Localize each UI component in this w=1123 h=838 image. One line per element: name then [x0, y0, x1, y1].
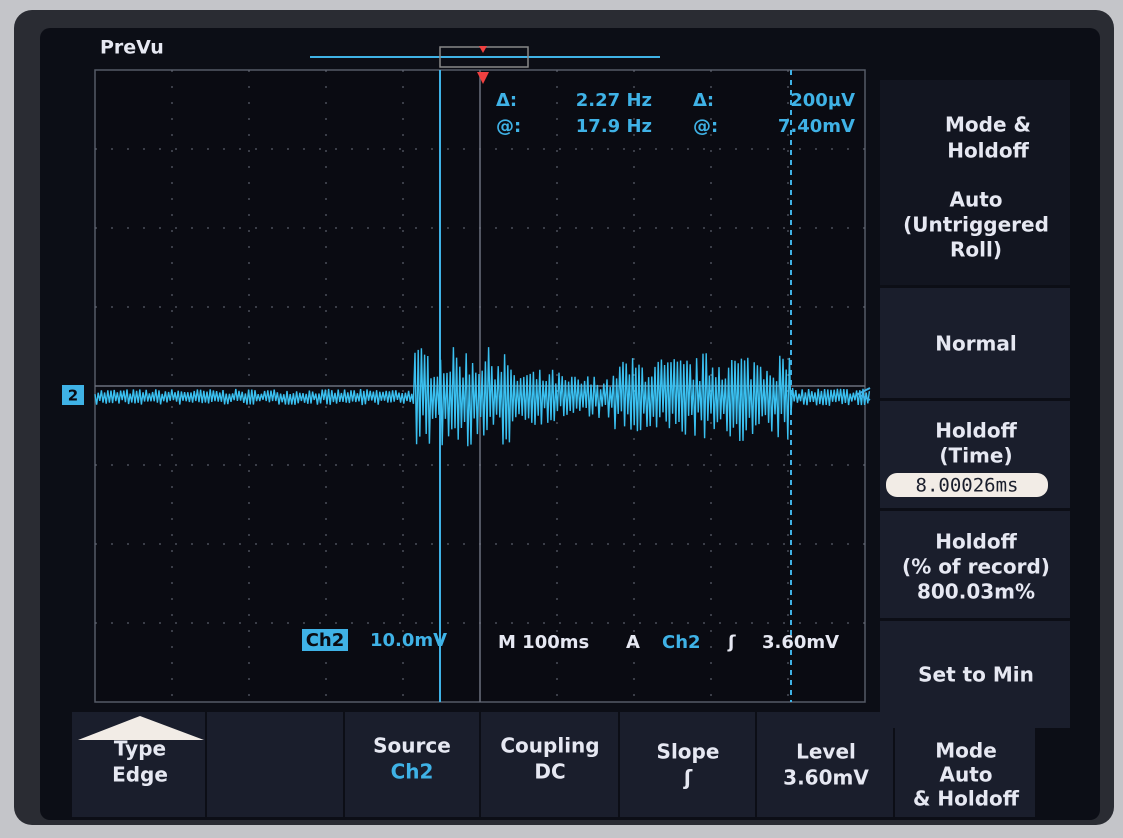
readout-value: 200µV [790, 90, 855, 111]
readout-label: @: [496, 116, 521, 137]
menu-box[interactable] [345, 712, 479, 817]
menu-value: 8.00026ms [916, 475, 1019, 497]
menu-label: Ch2 [391, 760, 434, 784]
value-box [886, 473, 1048, 497]
mode-label: PreVu [100, 37, 164, 59]
menu-label: DC [534, 760, 565, 784]
readout-value: 7.40mV [778, 116, 855, 137]
cursor-readout: Δ: 2.27 Hz @: 17.9 Hz Δ: 200µV @: 7.40mV [496, 90, 855, 137]
menu-title: Mode & [945, 113, 1031, 137]
status-trigger-slope: ʃ [727, 632, 736, 653]
status-bar: Ch2 10.0mV M 100ms A Ch2 ʃ 3.60mV [302, 629, 839, 653]
status-trigger-source: Ch2 [662, 632, 701, 653]
menu-label: Coupling [500, 734, 599, 758]
menu-label: Roll) [950, 238, 1002, 262]
menu-box[interactable] [895, 712, 1035, 817]
menu-label: Holdoff [935, 419, 1017, 443]
waveform [94, 347, 871, 447]
status-scale: 10.0mV [370, 630, 447, 651]
menu-label: Holdoff [935, 530, 1017, 554]
side-menu [880, 80, 1070, 728]
channel-marker: 2 [68, 387, 78, 405]
channel-marker-box [62, 385, 84, 405]
readout-value: 17.9 Hz [576, 116, 652, 137]
menu-label: 3.60mV [783, 766, 869, 790]
menu-box [207, 712, 343, 817]
menu-box [880, 80, 1070, 285]
trigger-level-marker [855, 387, 871, 401]
menu-box[interactable] [481, 712, 618, 817]
status-trigger-mode: A [626, 632, 640, 653]
menu-title: Holdoff [947, 139, 1029, 163]
readout-label: Δ: [496, 90, 517, 111]
menu-arrow [78, 716, 204, 740]
menu-label: Set to Min [918, 663, 1034, 687]
menu-box[interactable] [880, 511, 1070, 618]
menu-label: (Untriggered [903, 213, 1049, 237]
menu-label: Level [796, 740, 856, 764]
menu-label: Edge [112, 763, 168, 787]
menu-box[interactable] [880, 288, 1070, 398]
status-channel: Ch2 [306, 630, 345, 651]
menu-box[interactable] [620, 712, 755, 817]
menu-label: Type [114, 737, 166, 761]
readout-label: @: [693, 116, 718, 137]
menu-box[interactable] [757, 712, 893, 817]
menu-label: Normal [935, 332, 1017, 356]
menu-label: (% of record) [902, 555, 1050, 579]
menu-label: 800.03m% [917, 580, 1035, 604]
bottom-menu [72, 712, 1035, 817]
channel-badge [302, 629, 348, 651]
menu-label: Source [373, 734, 451, 758]
menu-label: Slope [657, 740, 720, 764]
menu-label: & Holdoff [913, 787, 1020, 811]
readout-label: Δ: [693, 90, 714, 111]
readout-value: 2.27 Hz [576, 90, 652, 111]
menu-box[interactable] [880, 621, 1070, 728]
menu-label: Auto [939, 763, 992, 787]
trigger-position [477, 72, 489, 84]
menu-label: Mode [935, 739, 997, 763]
menu-label: Auto [949, 188, 1002, 212]
menu-label: (Time) [939, 444, 1012, 468]
status-trigger-level: 3.60mV [762, 632, 839, 653]
menu-label: ʃ [683, 766, 693, 790]
trigger-position-record [479, 46, 487, 53]
status-timebase: M 100ms [498, 632, 589, 653]
